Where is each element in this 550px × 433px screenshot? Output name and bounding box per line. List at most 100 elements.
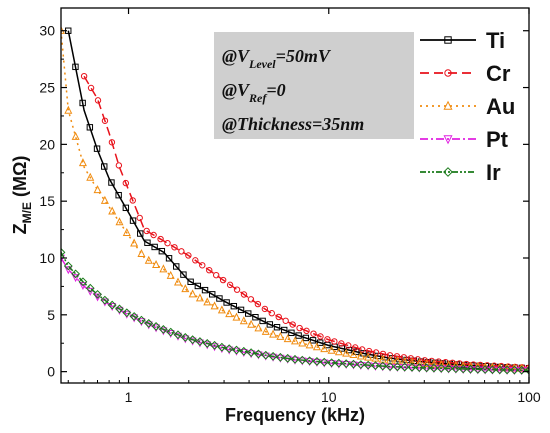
data-point-ti: [101, 163, 108, 170]
data-point-ti: [194, 282, 202, 290]
data-point-pt: [342, 361, 351, 370]
data-point-ir: [436, 363, 446, 373]
data-point-ir: [107, 300, 117, 310]
data-point-ti: [216, 295, 223, 302]
data-point-au: [166, 270, 175, 279]
data-point-ir: [61, 247, 66, 257]
data-point-au: [334, 347, 343, 356]
data-point-ir: [327, 358, 336, 368]
data-point-ir: [473, 364, 483, 374]
data-point-pt: [312, 358, 321, 367]
data-point-cr: [254, 300, 262, 308]
data-point-au: [173, 277, 183, 286]
data-point-ir: [78, 277, 88, 287]
data-point-pt: [290, 356, 300, 365]
data-point-ti: [209, 291, 216, 298]
data-point-ir: [158, 325, 168, 334]
data-point-cr: [331, 338, 338, 345]
data-point-pt: [327, 360, 336, 369]
data-point-ti: [302, 334, 310, 342]
annotation-line-2: @VRef=0: [222, 80, 286, 105]
data-point-cr: [157, 235, 164, 243]
data-point-ir: [239, 346, 249, 356]
data-point-ir: [180, 333, 190, 342]
data-point-pt: [276, 354, 285, 363]
data-point-au: [195, 293, 204, 302]
data-point-pt: [386, 363, 395, 372]
data-point-cr: [226, 281, 234, 289]
data-point-au: [188, 289, 197, 298]
data-point-ti: [180, 271, 187, 278]
data-point-au: [122, 227, 131, 236]
data-point-pt: [239, 348, 248, 358]
x-tick-label: 1: [125, 389, 133, 405]
data-point-cr: [268, 310, 275, 317]
data-point-au: [152, 260, 161, 269]
y-tick-label: 10: [39, 250, 55, 266]
data-point-ir: [232, 345, 241, 355]
data-point-ir: [217, 342, 227, 352]
data-point-ir: [451, 364, 461, 374]
data-point-ir: [166, 327, 176, 337]
data-point-ir: [290, 354, 300, 364]
data-point-cr: [352, 344, 359, 351]
data-point-ir: [100, 295, 110, 305]
data-point-ti: [129, 217, 137, 224]
data-point-au: [269, 329, 278, 338]
data-point-ti: [151, 243, 158, 251]
data-point-ir: [495, 365, 505, 375]
data-point-pt: [283, 355, 292, 364]
data-point-cr: [386, 352, 394, 359]
data-point-au: [342, 348, 351, 357]
data-point-ti: [72, 63, 79, 71]
data-point-ti: [317, 339, 324, 346]
data-point-au: [290, 336, 300, 345]
data-point-pt: [437, 365, 446, 374]
data-point-pt: [269, 353, 278, 362]
data-point-ir: [297, 355, 307, 365]
data-point-pt: [320, 359, 329, 368]
data-point-ir: [349, 359, 358, 369]
data-point-ir: [480, 365, 490, 374]
annotation-background: [214, 32, 414, 139]
data-point-ir: [341, 359, 351, 369]
data-point-pt: [400, 364, 409, 373]
data-point-cr: [303, 327, 310, 335]
data-point-au: [327, 345, 336, 354]
legend: Ti Cr Au Pt Ir: [420, 28, 515, 185]
data-point-cr: [164, 239, 171, 247]
data-point-au: [203, 297, 212, 306]
data-point-ir: [356, 360, 366, 370]
data-point-ir: [261, 350, 271, 360]
series-ir: [61, 247, 529, 375]
data-point-ti: [288, 329, 295, 337]
data-point-pt: [86, 287, 95, 296]
data-point-ir: [63, 261, 73, 271]
data-point-cr: [324, 336, 331, 343]
data-point-pt: [444, 365, 453, 374]
data-point-cr: [338, 340, 345, 347]
legend-entry-ti: Ti: [420, 28, 505, 53]
data-point-au: [429, 359, 438, 368]
data-point-ti: [122, 204, 130, 212]
data-point-ir: [371, 361, 380, 371]
data-point-ti: [266, 321, 274, 328]
series-line-pt: [61, 257, 529, 372]
data-point-au: [451, 360, 460, 369]
data-point-ti: [115, 191, 122, 199]
legend-entry-au: Au: [420, 94, 515, 119]
y-tick-label: 30: [39, 23, 55, 39]
data-point-ir: [224, 344, 234, 354]
data-point-au: [415, 358, 424, 367]
legend-label: Cr: [486, 61, 511, 86]
x-tick-label: 10: [321, 389, 337, 405]
data-point-cr: [94, 97, 102, 104]
legend-label: Ir: [486, 160, 501, 185]
data-point-ti: [79, 99, 86, 107]
data-point-ir: [144, 319, 154, 328]
data-point-au: [225, 309, 234, 318]
series-cr: [80, 72, 529, 371]
data-point-ir: [502, 365, 512, 375]
axis-ticks: 0 5 10 15 20 25 30 1 10 100: [39, 8, 541, 405]
